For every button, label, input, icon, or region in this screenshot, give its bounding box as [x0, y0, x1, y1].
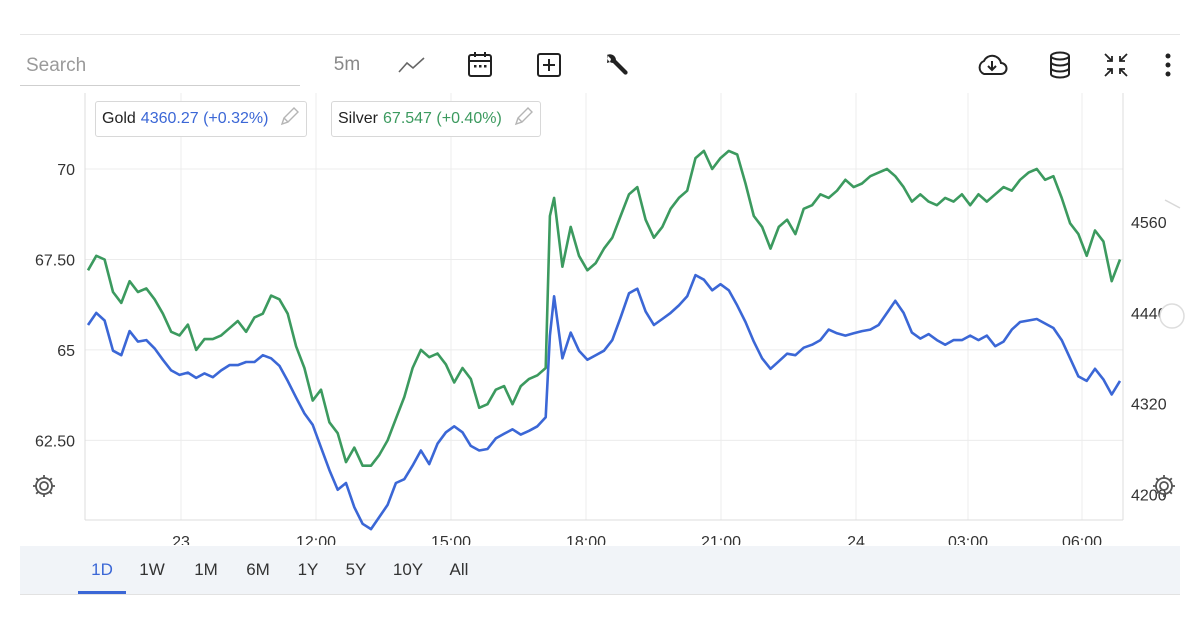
database-icon[interactable] — [1042, 49, 1078, 81]
range-selector: 1D 1W 1M 6M 1Y 5Y 10Y All — [20, 546, 1180, 595]
series-line-gold — [86, 273, 1122, 531]
range-button-1m[interactable]: 1M — [194, 560, 218, 579]
wrench-icon[interactable] — [598, 49, 634, 81]
legend-silver[interactable]: Silver 67.547 (+0.40%) — [331, 101, 541, 137]
edit-pencil-icon[interactable] — [512, 106, 534, 133]
range-button-1d[interactable]: 1D — [78, 546, 126, 594]
search-input[interactable] — [20, 49, 296, 83]
grid-lines — [85, 93, 1123, 520]
x-tick-label: 23 — [172, 534, 190, 545]
range-button-1y[interactable]: 1Y — [297, 560, 319, 579]
x-tick-label: 03:00 — [948, 534, 988, 545]
range-button-6m[interactable]: 6M — [246, 560, 270, 579]
left-tick-label: 70 — [57, 162, 75, 179]
collapse-icon[interactable] — [1098, 49, 1134, 81]
chart-toolbar: 5m — [20, 35, 1180, 93]
calendar-icon[interactable] — [462, 49, 498, 81]
x-tick-label: 24 — [847, 534, 865, 545]
line-chart-icon[interactable] — [394, 49, 430, 81]
interval-button[interactable]: 5m — [333, 54, 361, 75]
top-divider — [20, 34, 1180, 35]
right-tick-label: 4440 — [1131, 306, 1167, 323]
range-button-all[interactable]: All — [449, 560, 469, 579]
right-tick-label: 4560 — [1131, 215, 1167, 232]
left-tick-label: 67.50 — [35, 252, 75, 269]
x-tick-label: 18:00 — [566, 534, 606, 545]
range-button-1w[interactable]: 1W — [139, 560, 165, 579]
x-tick-label: 21:00 — [701, 534, 741, 545]
legend-silver-value: 67.547 (+0.40%) — [383, 110, 502, 127]
x-tick-label: 15:00 — [431, 534, 471, 545]
edit-pencil-icon[interactable] — [278, 106, 300, 133]
right-edge-decoration — [1164, 199, 1181, 209]
x-tick-label: 12:00 — [296, 534, 336, 545]
x-axis-ticks: 23 12:00 15:00 18:00 21:00 24 03:00 06:00 — [172, 534, 1102, 545]
left-axis-settings-gear-icon[interactable] — [31, 473, 57, 504]
legend-gold[interactable]: Gold 4360.27 (+0.32%) — [95, 101, 308, 137]
scroll-handle[interactable] — [1159, 303, 1185, 329]
right-axis-settings-gear-icon[interactable] — [1151, 473, 1177, 504]
range-button-5y[interactable]: 5Y — [345, 560, 367, 579]
legend-silver-symbol: Silver — [338, 110, 379, 127]
left-axis-ticks: 70 67.50 65 62.50 — [35, 162, 75, 450]
search-box[interactable] — [20, 49, 300, 86]
x-tick-label: 06:00 — [1062, 534, 1102, 545]
more-vert-icon[interactable] — [1156, 49, 1180, 81]
series-layer — [86, 149, 1122, 531]
legend-gold-value: 4360.27 (+0.32%) — [140, 110, 269, 127]
cloud-download-icon[interactable] — [972, 49, 1012, 81]
range-button-10y[interactable]: 10Y — [392, 560, 424, 579]
add-icon[interactable] — [531, 49, 567, 81]
right-tick-label: 4320 — [1131, 397, 1167, 414]
left-tick-label: 65 — [57, 343, 75, 360]
legend-gold-symbol: Gold — [102, 110, 136, 127]
left-tick-label: 62.50 — [35, 433, 75, 450]
series-line-silver — [86, 149, 1122, 467]
